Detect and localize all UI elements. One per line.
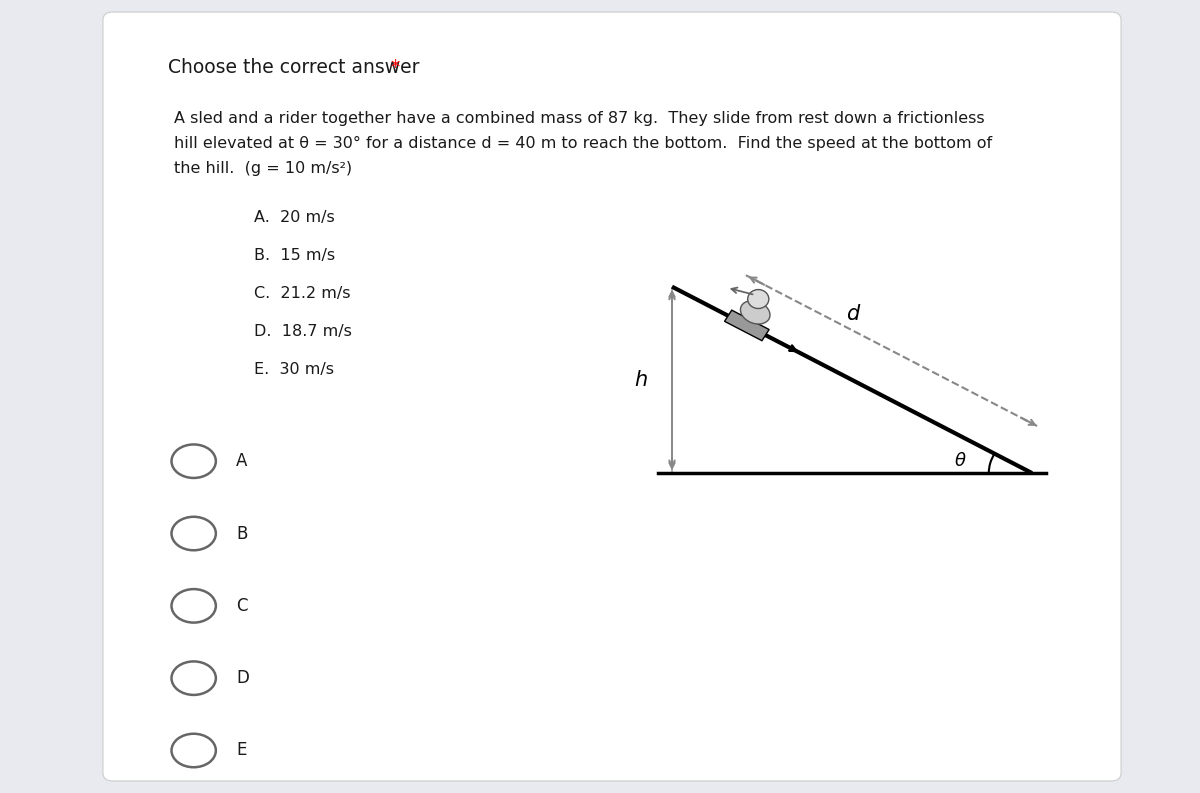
Text: $\theta$: $\theta$: [954, 452, 966, 470]
Text: hill elevated at θ = 30° for a distance d = 40 m to reach the bottom.  Find the : hill elevated at θ = 30° for a distance …: [174, 136, 991, 151]
Text: A: A: [236, 452, 247, 470]
Text: Choose the correct answer: Choose the correct answer: [168, 58, 420, 77]
Ellipse shape: [740, 301, 770, 324]
Text: E: E: [236, 741, 246, 760]
Text: D: D: [236, 669, 248, 688]
Text: A sled and a rider together have a combined mass of 87 kg.  They slide from rest: A sled and a rider together have a combi…: [174, 111, 984, 126]
Polygon shape: [725, 310, 769, 341]
Text: A.  20 m/s: A. 20 m/s: [254, 210, 335, 225]
Text: *: *: [385, 58, 401, 77]
Text: E.  30 m/s: E. 30 m/s: [254, 362, 334, 377]
Text: $h$: $h$: [634, 370, 648, 390]
Text: D.  18.7 m/s: D. 18.7 m/s: [254, 324, 352, 339]
Text: B: B: [236, 524, 247, 542]
Text: C: C: [236, 597, 247, 615]
Text: $d$: $d$: [846, 304, 862, 324]
FancyBboxPatch shape: [103, 12, 1121, 781]
Circle shape: [748, 289, 769, 308]
Text: the hill.  (g = 10 m/s²): the hill. (g = 10 m/s²): [174, 161, 352, 176]
Text: B.  15 m/s: B. 15 m/s: [254, 248, 335, 263]
Text: C.  21.2 m/s: C. 21.2 m/s: [254, 286, 350, 301]
